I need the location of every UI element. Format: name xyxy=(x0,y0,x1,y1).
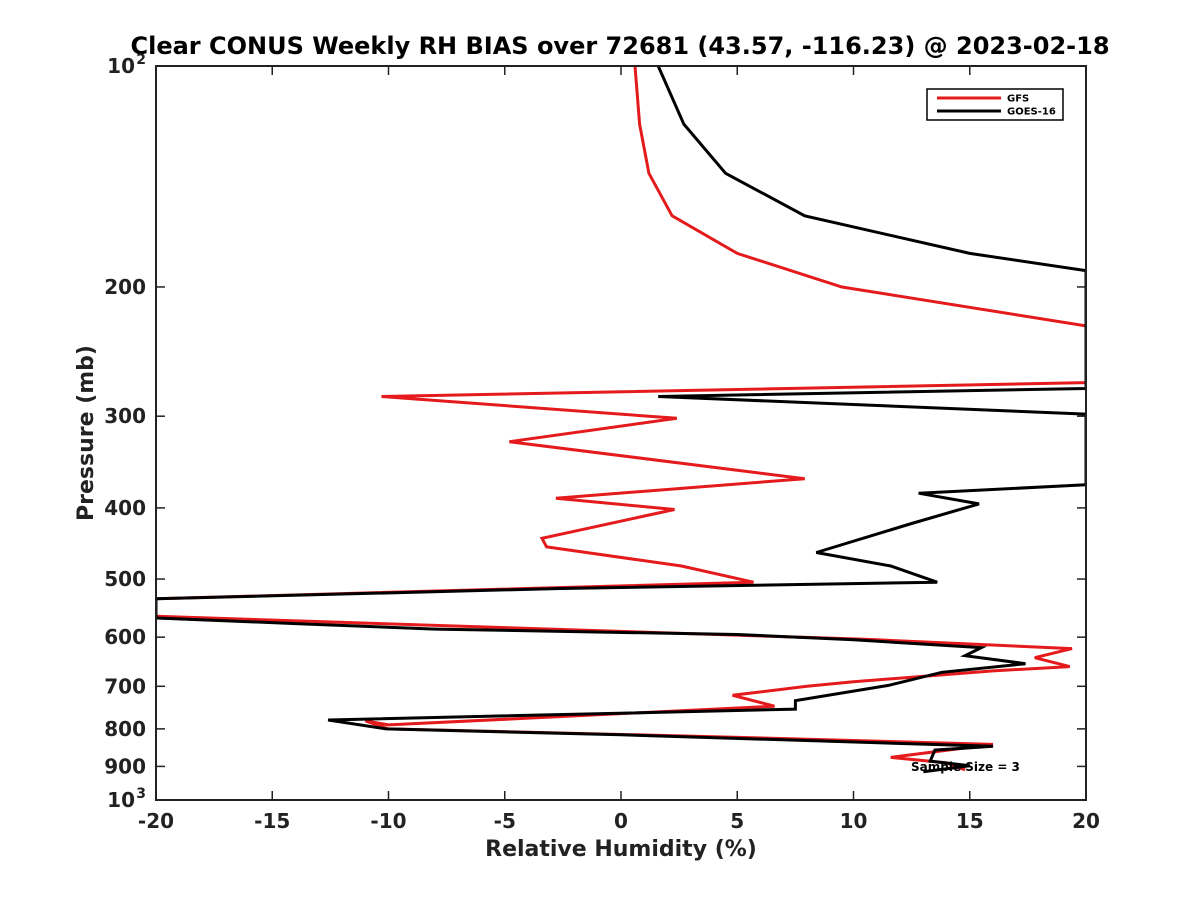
y-tick-label: 800 xyxy=(104,717,146,741)
y-tick-label: 600 xyxy=(104,625,146,649)
y-tick-label: 200 xyxy=(104,275,146,299)
legend-box xyxy=(926,88,1064,121)
legend: GFS GOES-16 xyxy=(926,88,1064,121)
x-tick-label: -20 xyxy=(138,809,174,833)
x-tick-label: 15 xyxy=(956,809,984,833)
series-line-gfs xyxy=(156,66,1086,772)
y-tick-label: 10 xyxy=(107,54,135,78)
sample-size-annotation: Sample Size = 3 xyxy=(911,760,1020,774)
legend-label: GOES-16 xyxy=(1007,107,1056,118)
x-tick-label: -10 xyxy=(370,809,406,833)
y-axis-label: Pressure (mb) xyxy=(74,345,99,521)
y-tick-label: 10 xyxy=(107,788,135,812)
y-tick-label: 500 xyxy=(104,567,146,591)
series-layer xyxy=(156,66,1086,774)
chart-title: Clear CONUS Weekly RH BIAS over 72681 (4… xyxy=(130,32,1109,60)
legend-label: GFS xyxy=(1007,94,1029,105)
y-tick-label: 900 xyxy=(104,754,146,778)
x-tick-label: -5 xyxy=(494,809,516,833)
x-tick-label: 5 xyxy=(730,809,744,833)
y-tick-exponent: 3 xyxy=(136,786,146,802)
series-line-goes-16 xyxy=(156,66,1086,774)
x-tick-label: -15 xyxy=(254,809,290,833)
y-tick-label: 400 xyxy=(104,496,146,520)
x-tick-label: 10 xyxy=(840,809,868,833)
x-tick-label: 0 xyxy=(614,809,628,833)
x-axis-ticks: -20 -15 -10 -5 0 5 10 15 20 xyxy=(138,66,1100,833)
y-tick-label: 700 xyxy=(104,674,146,698)
y-tick-label: 300 xyxy=(104,404,146,428)
x-axis-label: Relative Humidity (%) xyxy=(485,837,757,862)
x-tick-label: 20 xyxy=(1072,809,1100,833)
y-tick-exponent: 2 xyxy=(136,52,146,68)
